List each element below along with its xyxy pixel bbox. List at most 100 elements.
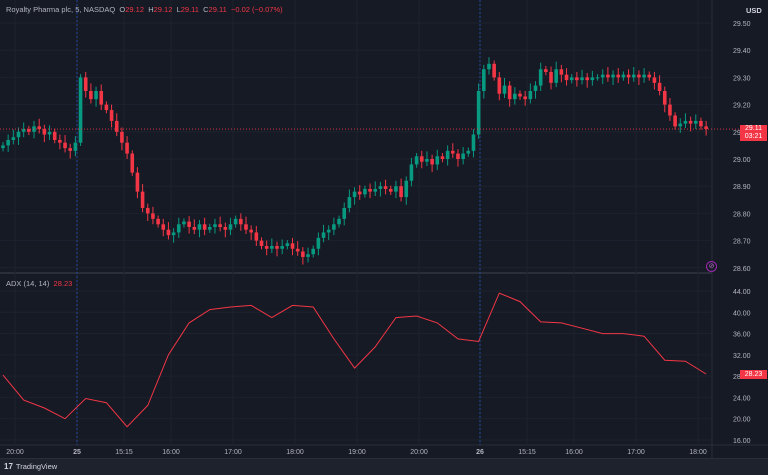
candle-down (637, 75, 641, 78)
candle-down (451, 151, 455, 154)
candle-up (306, 254, 310, 257)
time-tick-label: 16:00 (565, 449, 583, 456)
candle-down (368, 189, 372, 192)
price-tick-label: 28.80 (733, 211, 751, 218)
candle-down (27, 129, 31, 132)
candle-down (99, 91, 103, 105)
candle-up (404, 181, 408, 197)
candle-up (6, 140, 10, 145)
candle-down (218, 224, 222, 227)
candle-up (513, 94, 517, 99)
price-tick-label: 29.20 (733, 103, 751, 110)
candle-up (446, 151, 450, 159)
candle-up (363, 189, 367, 194)
candle-up (12, 137, 16, 140)
candle-down (130, 154, 134, 173)
candle-down (192, 227, 196, 230)
candle-up (461, 154, 465, 159)
candle-down (203, 224, 207, 229)
time-tick-label: 17:00 (627, 449, 645, 456)
adx-tick-label: 24.00 (733, 395, 751, 402)
adx-line (3, 293, 706, 427)
candle-down (575, 77, 579, 80)
high-value: 29.12 (154, 5, 173, 14)
candle-up (425, 159, 429, 162)
candle-up (539, 69, 543, 85)
price-tick-label: 29.50 (733, 21, 751, 28)
candle-down (275, 246, 279, 249)
candle-down (358, 192, 362, 195)
candle-up (580, 77, 584, 80)
candle-up (213, 224, 217, 227)
time-tick-label: 17:00 (224, 449, 242, 456)
candle-up (332, 224, 336, 229)
candle-up (591, 77, 595, 80)
candle-up (467, 151, 471, 154)
candle-down (43, 129, 47, 134)
price-tick-label: 29.30 (733, 75, 751, 82)
candle-down (255, 232, 259, 240)
candle-down (301, 251, 305, 256)
candle-up (48, 132, 52, 135)
candle-up (379, 186, 383, 189)
candle-up (684, 121, 688, 124)
candle-up (353, 192, 357, 197)
candle-down (441, 156, 445, 159)
change-value: −0.02 (−0.07%) (231, 5, 283, 14)
adx-tick-label: 16.00 (733, 438, 751, 445)
candle-up (234, 219, 238, 224)
time-tick-label: 18:00 (286, 449, 304, 456)
candle-down (68, 148, 72, 151)
chart-canvas[interactable]: 29.5029.4029.3029.2029.1029.0028.9028.80… (0, 0, 768, 458)
candle-up (596, 77, 600, 78)
candle-up (472, 135, 476, 151)
adx-value: 28.23 (54, 279, 73, 288)
candle-down (146, 208, 150, 213)
close-value: 29.11 (209, 5, 227, 14)
candle-down (627, 75, 631, 78)
candle-down (704, 126, 708, 129)
candle-up (482, 69, 486, 91)
adx-value-tag: 28.23 (740, 370, 767, 379)
candle-up (198, 224, 202, 229)
candle-up (208, 227, 212, 230)
candle-up (642, 75, 646, 78)
candle-up (410, 164, 414, 180)
candle-up (622, 75, 626, 78)
compare-icon[interactable]: ⊘ (706, 261, 717, 272)
candle-down (663, 91, 667, 105)
candle-down (653, 77, 657, 82)
current-price-tag: 29.11 03:21 (740, 125, 767, 141)
low-value: 29.11 (181, 5, 199, 14)
candle-down (37, 126, 41, 129)
tradingview-logo-icon: 17 (4, 462, 13, 471)
candle-up (177, 224, 181, 232)
candle-down (244, 224, 248, 229)
candle-up (172, 232, 176, 235)
candle-down (565, 75, 569, 80)
candle-down (699, 121, 703, 126)
candle-down (187, 222, 191, 227)
candle-down (260, 241, 264, 246)
candle-up (348, 197, 352, 208)
candle-up (415, 156, 419, 164)
candle-up (601, 75, 605, 78)
candle-down (518, 94, 522, 97)
symbol-name: Royalty Pharma plc, 5, NASDAQ (6, 5, 115, 14)
candle-down (585, 77, 589, 80)
candle-down (105, 105, 109, 110)
candle-up (270, 246, 274, 249)
candle-down (239, 219, 243, 224)
candle-down (456, 154, 460, 159)
candle-down (606, 75, 610, 78)
candle-up (74, 143, 78, 151)
candle-down (224, 227, 228, 230)
time-tick-label: 15:15 (518, 449, 536, 456)
candle-down (492, 64, 496, 78)
candle-down (63, 143, 67, 148)
candle-up (337, 219, 341, 224)
candle-up (317, 238, 321, 249)
candle-down (58, 140, 62, 143)
candle-down (89, 91, 93, 99)
